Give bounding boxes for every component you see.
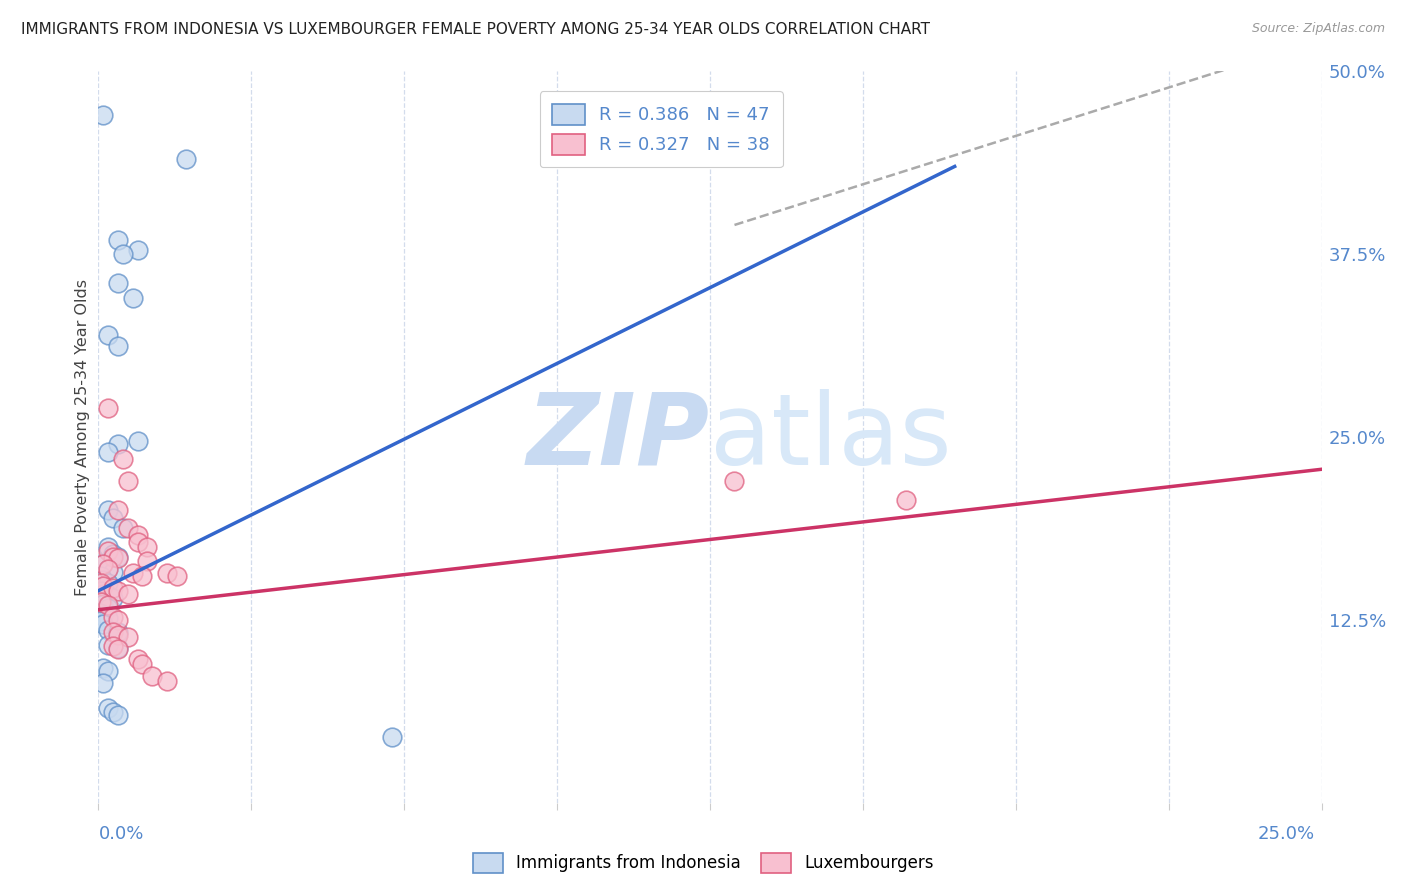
Point bbox=[101, 591, 124, 605]
Point bbox=[97, 611, 120, 625]
Point bbox=[107, 624, 129, 639]
Point bbox=[723, 474, 745, 488]
Point bbox=[91, 676, 114, 690]
Point bbox=[121, 291, 143, 305]
Point bbox=[97, 623, 120, 637]
Point bbox=[156, 566, 179, 581]
Point bbox=[107, 640, 129, 655]
Point bbox=[127, 652, 149, 666]
Point bbox=[90, 583, 112, 598]
Point bbox=[117, 474, 139, 488]
Point bbox=[136, 554, 159, 568]
Point bbox=[91, 617, 114, 632]
Point bbox=[101, 565, 124, 579]
Point bbox=[176, 152, 198, 166]
Point bbox=[107, 503, 129, 517]
Point bbox=[97, 601, 120, 615]
Point bbox=[111, 452, 134, 467]
Point bbox=[97, 327, 120, 342]
Point bbox=[97, 638, 120, 652]
Point bbox=[107, 627, 129, 641]
Point bbox=[89, 615, 111, 629]
Point bbox=[97, 664, 120, 678]
Point bbox=[90, 569, 112, 583]
Point bbox=[111, 247, 134, 261]
Point bbox=[91, 579, 114, 593]
Point bbox=[101, 640, 124, 654]
Point bbox=[101, 705, 124, 719]
Point bbox=[101, 510, 124, 524]
Point bbox=[107, 339, 129, 353]
Point bbox=[127, 243, 149, 257]
Point bbox=[91, 661, 114, 675]
Legend: R = 0.386   N = 47, R = 0.327   N = 38: R = 0.386 N = 47, R = 0.327 N = 38 bbox=[540, 91, 783, 168]
Point bbox=[97, 562, 120, 576]
Point bbox=[97, 401, 120, 415]
Point bbox=[97, 599, 120, 613]
Point bbox=[127, 434, 149, 449]
Point bbox=[97, 503, 120, 517]
Point bbox=[91, 108, 114, 122]
Point bbox=[117, 586, 139, 600]
Point bbox=[90, 595, 112, 609]
Point bbox=[894, 493, 917, 508]
Point bbox=[91, 608, 114, 623]
Point bbox=[101, 547, 124, 561]
Legend: Immigrants from Indonesia, Luxembourgers: Immigrants from Indonesia, Luxembourgers bbox=[465, 847, 941, 880]
Point bbox=[107, 708, 129, 723]
Point bbox=[97, 540, 120, 554]
Point bbox=[91, 586, 114, 600]
Text: 25.0%: 25.0% bbox=[1257, 825, 1315, 843]
Y-axis label: Female Poverty Among 25-34 Year Olds: Female Poverty Among 25-34 Year Olds bbox=[75, 278, 90, 596]
Point bbox=[91, 574, 114, 588]
Point bbox=[107, 277, 129, 291]
Point bbox=[121, 566, 143, 581]
Point bbox=[107, 642, 129, 657]
Text: Source: ZipAtlas.com: Source: ZipAtlas.com bbox=[1251, 22, 1385, 36]
Point bbox=[127, 528, 149, 542]
Point bbox=[91, 558, 114, 572]
Point bbox=[97, 588, 120, 602]
Text: atlas: atlas bbox=[710, 389, 952, 485]
Point bbox=[97, 444, 120, 458]
Point bbox=[97, 576, 120, 591]
Text: IMMIGRANTS FROM INDONESIA VS LUXEMBOURGER FEMALE POVERTY AMONG 25-34 YEAR OLDS C: IMMIGRANTS FROM INDONESIA VS LUXEMBOURGE… bbox=[21, 22, 931, 37]
Point bbox=[101, 610, 124, 624]
Point bbox=[136, 540, 159, 554]
Point bbox=[107, 613, 129, 627]
Point bbox=[127, 535, 149, 549]
Point bbox=[107, 233, 129, 247]
Point bbox=[156, 674, 179, 689]
Point bbox=[97, 562, 120, 576]
Point bbox=[107, 549, 129, 564]
Point bbox=[101, 549, 124, 564]
Point bbox=[141, 668, 163, 682]
Text: ZIP: ZIP bbox=[527, 389, 710, 485]
Point bbox=[117, 631, 139, 645]
Point bbox=[97, 544, 120, 558]
Point bbox=[90, 576, 112, 591]
Point bbox=[107, 583, 129, 598]
Point bbox=[89, 594, 111, 608]
Point bbox=[101, 624, 124, 639]
Point bbox=[111, 521, 134, 535]
Point bbox=[97, 700, 120, 714]
Text: 0.0%: 0.0% bbox=[98, 825, 143, 843]
Point bbox=[89, 606, 111, 620]
Point bbox=[131, 569, 153, 583]
Point bbox=[107, 551, 129, 566]
Point bbox=[91, 597, 114, 611]
Point bbox=[101, 581, 124, 595]
Point bbox=[131, 657, 153, 671]
Point bbox=[117, 521, 139, 535]
Point bbox=[381, 730, 404, 744]
Point bbox=[107, 437, 129, 451]
Point bbox=[91, 558, 114, 572]
Point bbox=[166, 569, 188, 583]
